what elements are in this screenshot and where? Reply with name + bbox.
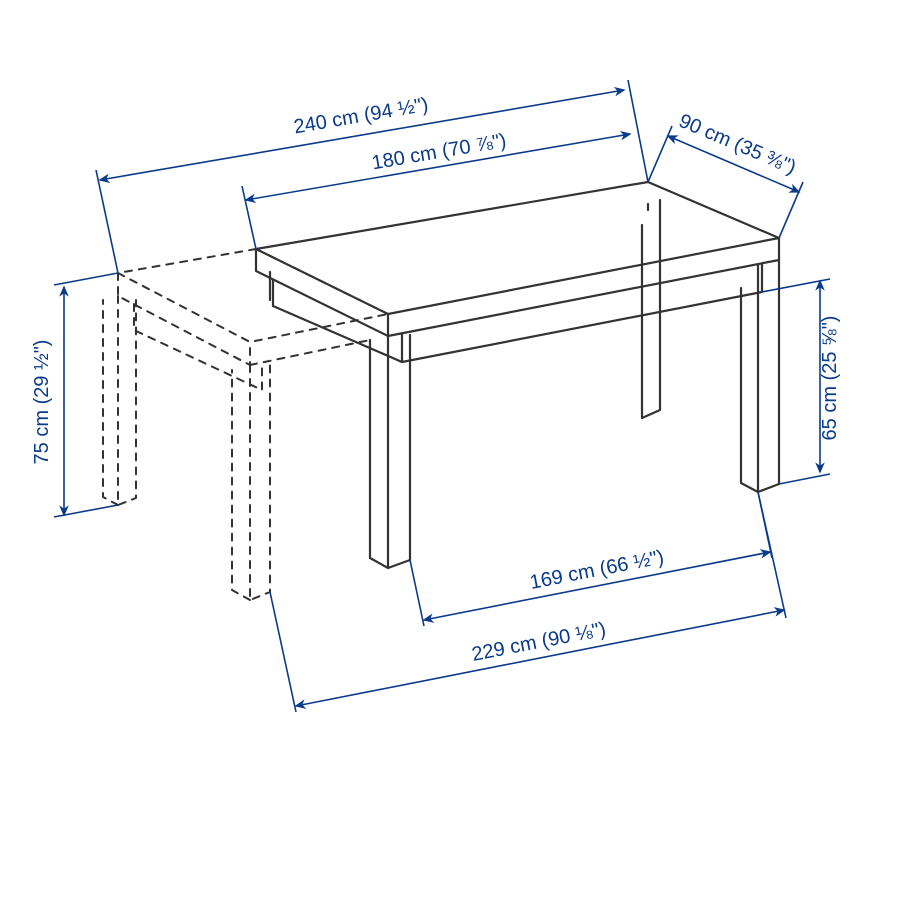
dim-under-height: 65 cm (25 ⅝") — [819, 316, 841, 441]
dim-length-extended: 240 cm (94 ½") — [292, 94, 430, 139]
dimension-diagram: 240 cm (94 ½") 180 cm (70 ⅞") 90 cm (35 … — [0, 0, 900, 900]
dim-width: 90 cm (35 ⅜") — [676, 110, 800, 179]
dim-length-closed: 180 cm (70 ⅞") — [370, 130, 508, 175]
dim-height: 75 cm (29 ½") — [31, 340, 53, 465]
